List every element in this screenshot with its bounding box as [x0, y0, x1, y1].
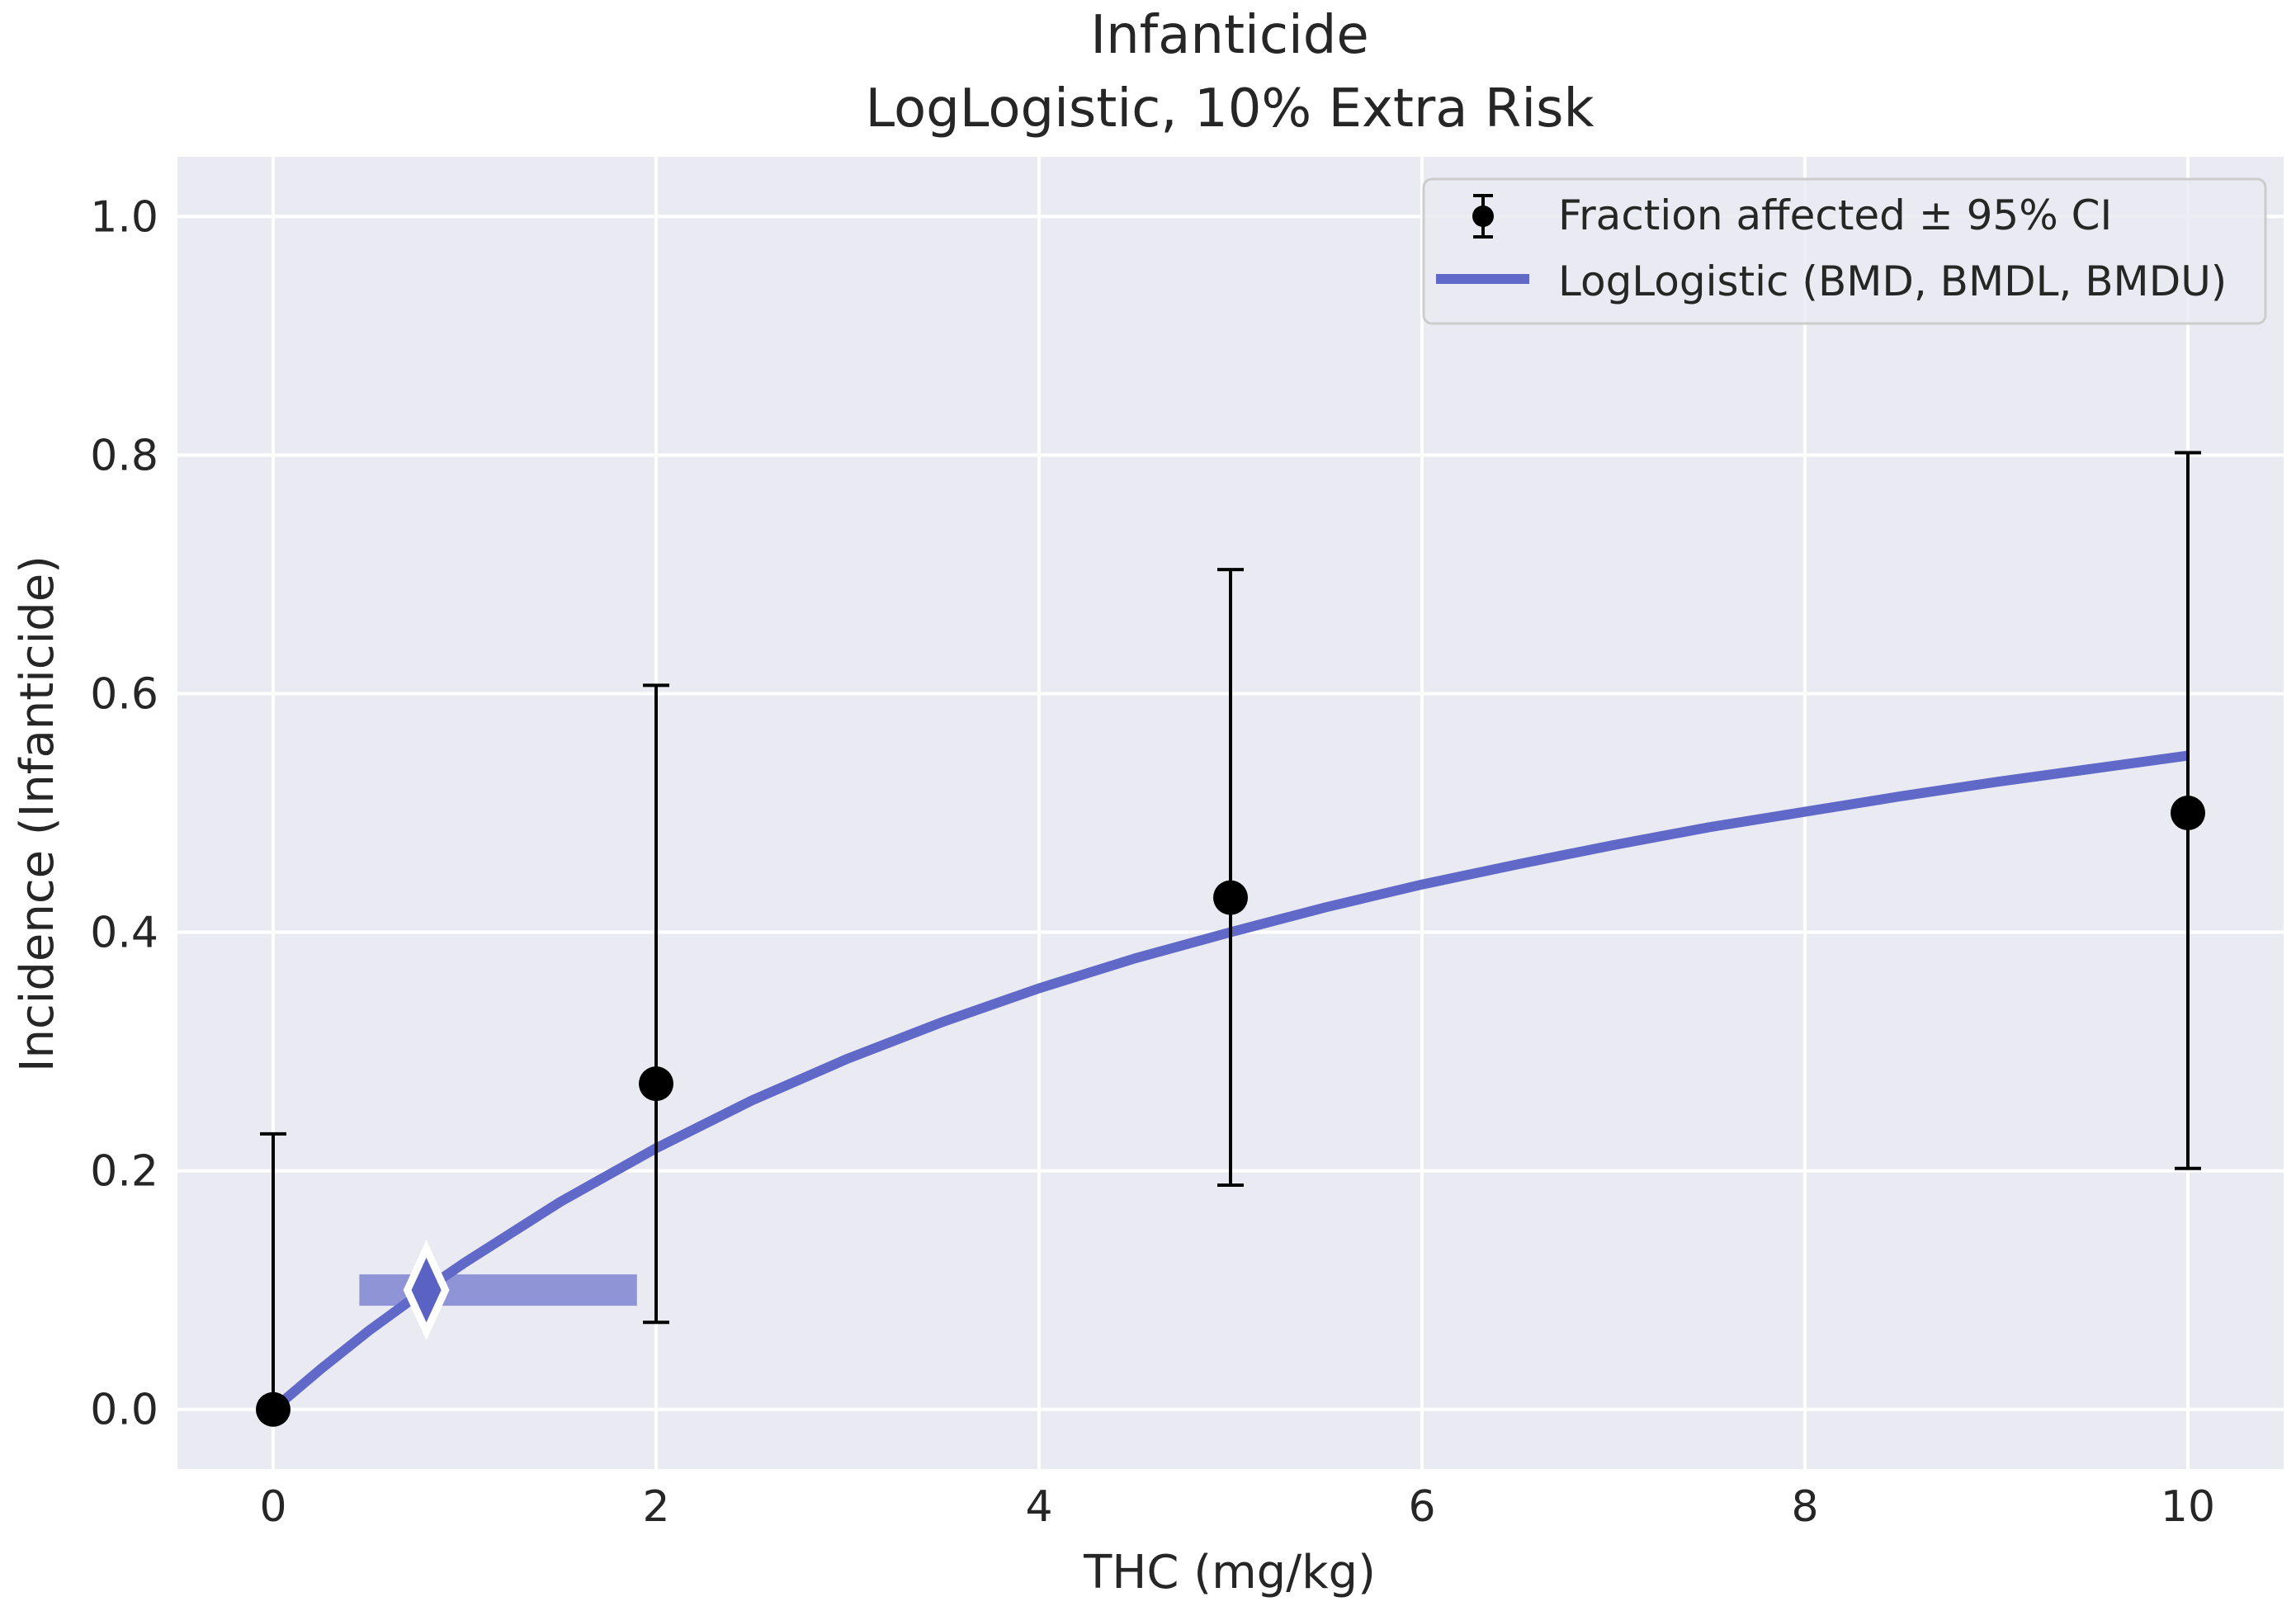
x-axis-label: THC (mg/kg)	[1083, 1546, 1376, 1599]
legend-marker-errorbar	[1472, 194, 1494, 239]
x-tick-label: 10	[2161, 1482, 2215, 1532]
y-tick-label: 0.8	[90, 431, 158, 480]
chart-subtitle: LogLogistic, 10% Extra Risk	[865, 78, 1594, 139]
y-tick-label: 0.2	[90, 1147, 158, 1197]
x-tick-label: 0	[259, 1482, 286, 1532]
y-tick-label: 0.4	[90, 909, 158, 958]
data-marks	[256, 451, 2205, 1427]
data-point	[1213, 880, 1248, 915]
model-curve	[270, 750, 2189, 1414]
y-tick-label: 1.0	[90, 192, 158, 242]
x-tick-label: 2	[642, 1482, 669, 1532]
legend-box	[1422, 177, 2267, 325]
chart-title: Infanticide	[1090, 5, 1369, 66]
legend: Fraction affected ± 95% CI LogLogistic (…	[1422, 177, 2267, 325]
data-point	[256, 1391, 291, 1427]
legend-label-model: LogLogistic (BMD, BMDL, BMDU)	[1558, 257, 2227, 305]
legend-label-observed: Fraction affected ± 95% CI	[1558, 191, 2112, 239]
x-tick-label: 8	[1791, 1482, 1818, 1532]
bmd-marker	[403, 1240, 450, 1340]
y-axis-label: Incidence (Infanticide)	[11, 555, 64, 1072]
data-point	[2171, 796, 2205, 830]
data-point	[639, 1066, 673, 1102]
x-tick-label: 4	[1025, 1482, 1052, 1532]
tick-labels: 0 2 4 6 8 10 0.0 0.2 0.4 0.6 0.8 1.0	[90, 192, 2215, 1532]
x-tick-label: 6	[1408, 1482, 1435, 1532]
y-tick-label: 0.0	[90, 1386, 158, 1435]
y-tick-label: 0.6	[90, 669, 158, 719]
